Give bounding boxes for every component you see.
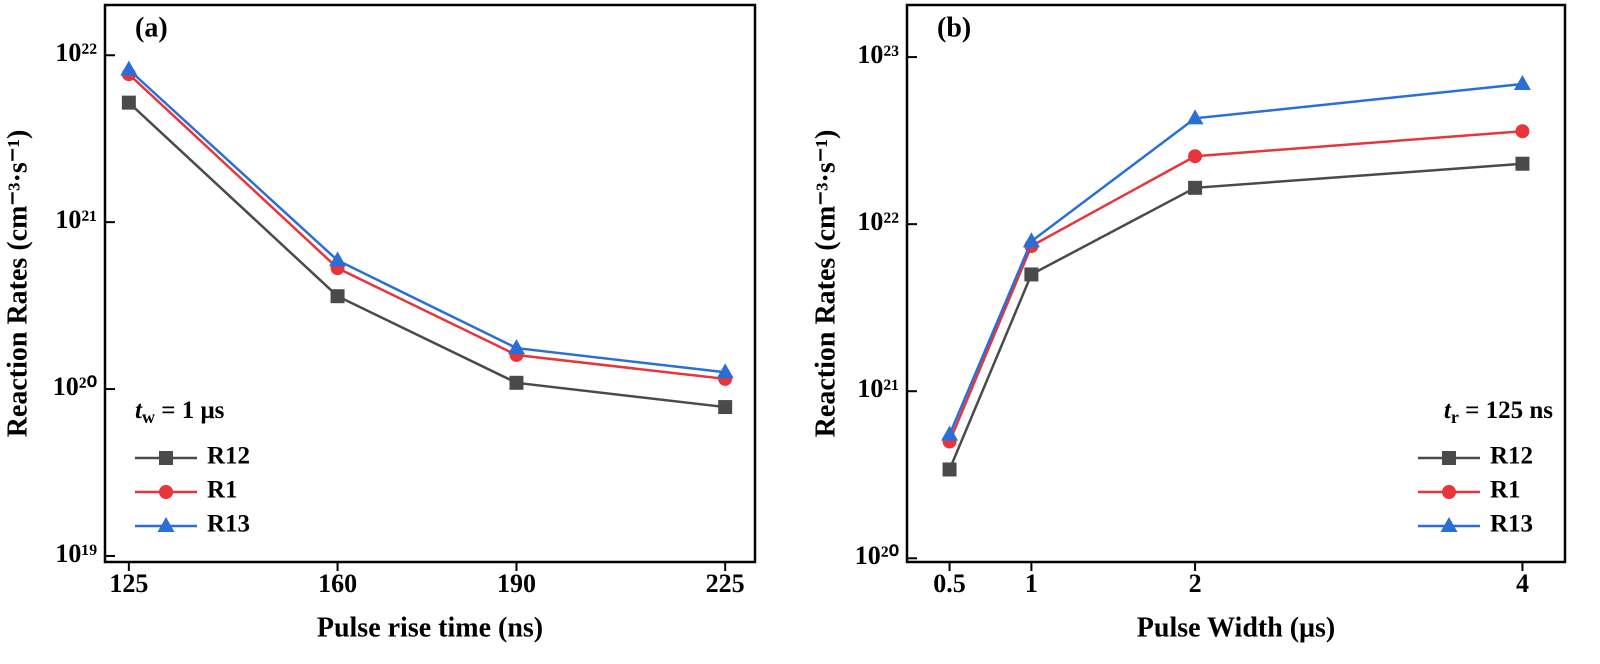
y-tick-label: 10²² — [55, 38, 97, 67]
x-tick-label: 2 — [1189, 569, 1202, 598]
series-line — [128, 101, 726, 409]
x-tick-label: 125 — [109, 569, 148, 598]
marker — [507, 339, 525, 355]
annotation-subscript: r — [1451, 407, 1459, 427]
annotation-text: = 1 μs — [155, 397, 225, 424]
x-tick-label: 190 — [497, 569, 536, 598]
y-tick-label: 10²⁰ — [53, 372, 97, 401]
x-axis-label: Pulse rise time (ns) — [317, 612, 543, 643]
y-tick-label: 10¹⁹ — [55, 539, 97, 568]
legend-label: R1 — [1490, 477, 1521, 504]
panel-label: (b) — [937, 12, 971, 43]
y-tick-label: 10²¹ — [55, 205, 97, 234]
x-tick-label: 225 — [706, 569, 745, 598]
x-axis-label: Pulse Width (μs) — [1137, 612, 1335, 643]
marker — [330, 289, 345, 304]
legend-label: R12 — [1490, 443, 1533, 470]
marker — [1442, 485, 1456, 499]
annotation-symbol: t — [135, 397, 143, 424]
y-tick-label: 10²¹ — [857, 374, 899, 403]
marker — [941, 425, 959, 441]
x-tick-label: 4 — [1516, 569, 1529, 598]
series-line — [948, 162, 1523, 470]
annotation-text: = 125 ns — [1459, 397, 1553, 424]
marker — [121, 95, 136, 110]
marker — [1515, 156, 1530, 171]
marker — [1024, 267, 1039, 282]
y-tick-label: 10²² — [857, 207, 899, 236]
legend-label: R13 — [1490, 511, 1533, 538]
marker — [157, 517, 175, 532]
x-tick-label: 1 — [1025, 569, 1038, 598]
marker — [1442, 451, 1456, 465]
marker — [1188, 149, 1203, 164]
marker — [1515, 124, 1530, 139]
marker — [718, 400, 733, 415]
legend-label: R13 — [207, 511, 250, 538]
marker — [942, 462, 957, 477]
marker — [120, 60, 138, 76]
annotation-symbol: t — [1444, 397, 1452, 424]
y-tick-label: 10²⁰ — [855, 541, 899, 570]
y-tick-label: 10²³ — [857, 40, 899, 69]
y-axis-label: Reaction Rates (cm⁻³·s⁻¹) — [2, 130, 33, 438]
marker — [1440, 517, 1458, 532]
marker — [1022, 232, 1040, 248]
marker — [1186, 109, 1204, 125]
legend-label: R12 — [207, 443, 250, 470]
marker — [159, 451, 173, 465]
annotation-subscript: w — [142, 407, 155, 427]
series-line — [128, 73, 726, 381]
series-line — [948, 82, 1523, 436]
series-line — [128, 68, 726, 374]
x-tick-label: 160 — [318, 569, 357, 598]
plot-frame — [905, 3, 1567, 564]
panel-label: (a) — [135, 12, 168, 43]
marker — [509, 375, 524, 390]
marker — [1188, 180, 1203, 195]
marker — [159, 485, 173, 499]
x-tick-label: 0.5 — [933, 569, 966, 598]
marker — [329, 251, 347, 267]
plot-frame — [103, 3, 757, 564]
marker — [716, 363, 734, 379]
series-line — [948, 129, 1523, 442]
y-axis-label: Reaction Rates (cm⁻³·s⁻¹) — [810, 130, 841, 438]
legend-title: tw = 1 μs — [135, 397, 225, 427]
legend-label: R1 — [207, 477, 238, 504]
legend-title: tr = 125 ns — [1444, 397, 1553, 427]
marker — [1513, 75, 1531, 91]
